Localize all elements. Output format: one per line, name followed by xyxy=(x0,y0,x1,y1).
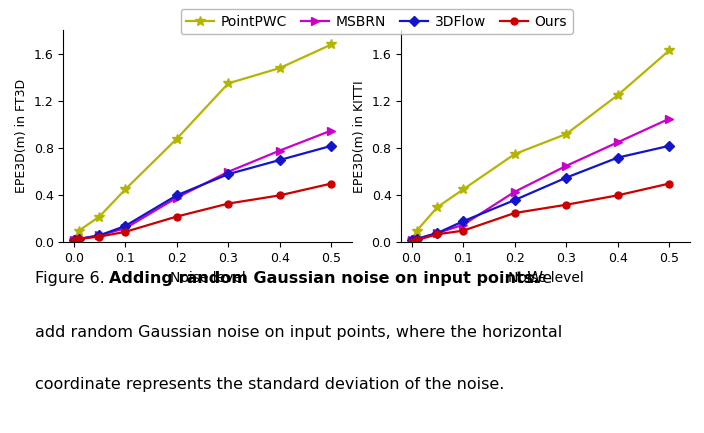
MSBRN xyxy=(665,116,674,121)
Legend: PointPWC, MSBRN, 3DFlow, Ours: PointPWC, MSBRN, 3DFlow, Ours xyxy=(180,9,573,34)
PointPWC xyxy=(408,238,416,243)
MSBRN xyxy=(224,169,232,174)
Y-axis label: EPE3D(m) in KITTI: EPE3D(m) in KITTI xyxy=(353,80,366,193)
3DFlow xyxy=(70,238,78,243)
Ours xyxy=(562,202,570,207)
3DFlow xyxy=(172,193,181,198)
MSBRN xyxy=(75,236,83,242)
Y-axis label: EPE3D(m) in FT3D: EPE3D(m) in FT3D xyxy=(15,79,28,194)
MSBRN xyxy=(275,148,284,153)
PointPWC xyxy=(614,93,622,98)
3DFlow xyxy=(75,236,83,242)
Ours xyxy=(121,229,130,235)
Line: PointPWC: PointPWC xyxy=(69,39,337,245)
3DFlow xyxy=(95,233,103,238)
Ours xyxy=(665,181,674,186)
PointPWC xyxy=(75,228,83,233)
Text: Figure 6.: Figure 6. xyxy=(35,271,115,286)
X-axis label: Noise level: Noise level xyxy=(508,271,584,285)
MSBRN xyxy=(121,226,130,231)
Ours xyxy=(95,234,103,239)
Ours xyxy=(413,238,421,243)
PointPWC xyxy=(70,238,78,243)
3DFlow xyxy=(327,143,336,149)
Ours xyxy=(614,193,622,198)
Line: Ours: Ours xyxy=(408,180,673,246)
PointPWC xyxy=(665,48,674,53)
3DFlow xyxy=(433,230,441,236)
PointPWC xyxy=(562,132,570,137)
PointPWC xyxy=(275,65,284,71)
MSBRN xyxy=(70,238,78,243)
3DFlow xyxy=(459,219,467,224)
PointPWC xyxy=(433,204,441,210)
3DFlow xyxy=(121,223,130,229)
Line: PointPWC: PointPWC xyxy=(407,45,674,245)
MSBRN xyxy=(510,189,519,194)
MSBRN xyxy=(562,163,570,168)
PointPWC xyxy=(95,214,103,219)
MSBRN xyxy=(433,230,441,236)
Line: 3DFlow: 3DFlow xyxy=(408,142,673,244)
PointPWC xyxy=(510,152,519,157)
MSBRN xyxy=(172,195,181,200)
Line: MSBRN: MSBRN xyxy=(408,115,674,244)
Ours xyxy=(408,240,416,245)
3DFlow xyxy=(510,197,519,203)
3DFlow xyxy=(408,238,416,243)
Line: 3DFlow: 3DFlow xyxy=(70,142,335,244)
Text: add random Gaussian noise on input points, where the horizontal: add random Gaussian noise on input point… xyxy=(35,325,562,340)
Ours xyxy=(172,214,181,219)
3DFlow xyxy=(562,175,570,180)
Ours xyxy=(275,193,284,198)
Ours xyxy=(510,210,519,216)
Text: coordinate represents the standard deviation of the noise.: coordinate represents the standard devia… xyxy=(35,377,505,392)
PointPWC xyxy=(172,136,181,141)
Line: MSBRN: MSBRN xyxy=(70,126,336,244)
3DFlow xyxy=(614,155,622,160)
PointPWC xyxy=(413,228,421,233)
MSBRN xyxy=(408,238,416,243)
PointPWC xyxy=(224,81,232,86)
MSBRN xyxy=(459,222,467,227)
Ours xyxy=(224,201,232,206)
3DFlow xyxy=(665,143,674,149)
Text: Adding random Gaussian noise on input points.: Adding random Gaussian noise on input po… xyxy=(109,271,539,286)
PointPWC xyxy=(327,42,336,47)
3DFlow xyxy=(413,236,421,242)
X-axis label: Noise level: Noise level xyxy=(170,271,246,285)
Line: Ours: Ours xyxy=(70,180,335,244)
Ours xyxy=(459,228,467,233)
3DFlow xyxy=(275,157,284,162)
Ours xyxy=(70,238,78,243)
MSBRN xyxy=(327,128,336,133)
MSBRN xyxy=(614,140,622,145)
Ours xyxy=(327,181,336,186)
PointPWC xyxy=(121,187,130,192)
Text: We: We xyxy=(517,271,553,286)
Ours xyxy=(75,236,83,242)
Ours xyxy=(433,232,441,237)
MSBRN xyxy=(95,233,103,238)
PointPWC xyxy=(459,187,467,192)
MSBRN xyxy=(413,236,421,242)
3DFlow xyxy=(224,171,232,177)
